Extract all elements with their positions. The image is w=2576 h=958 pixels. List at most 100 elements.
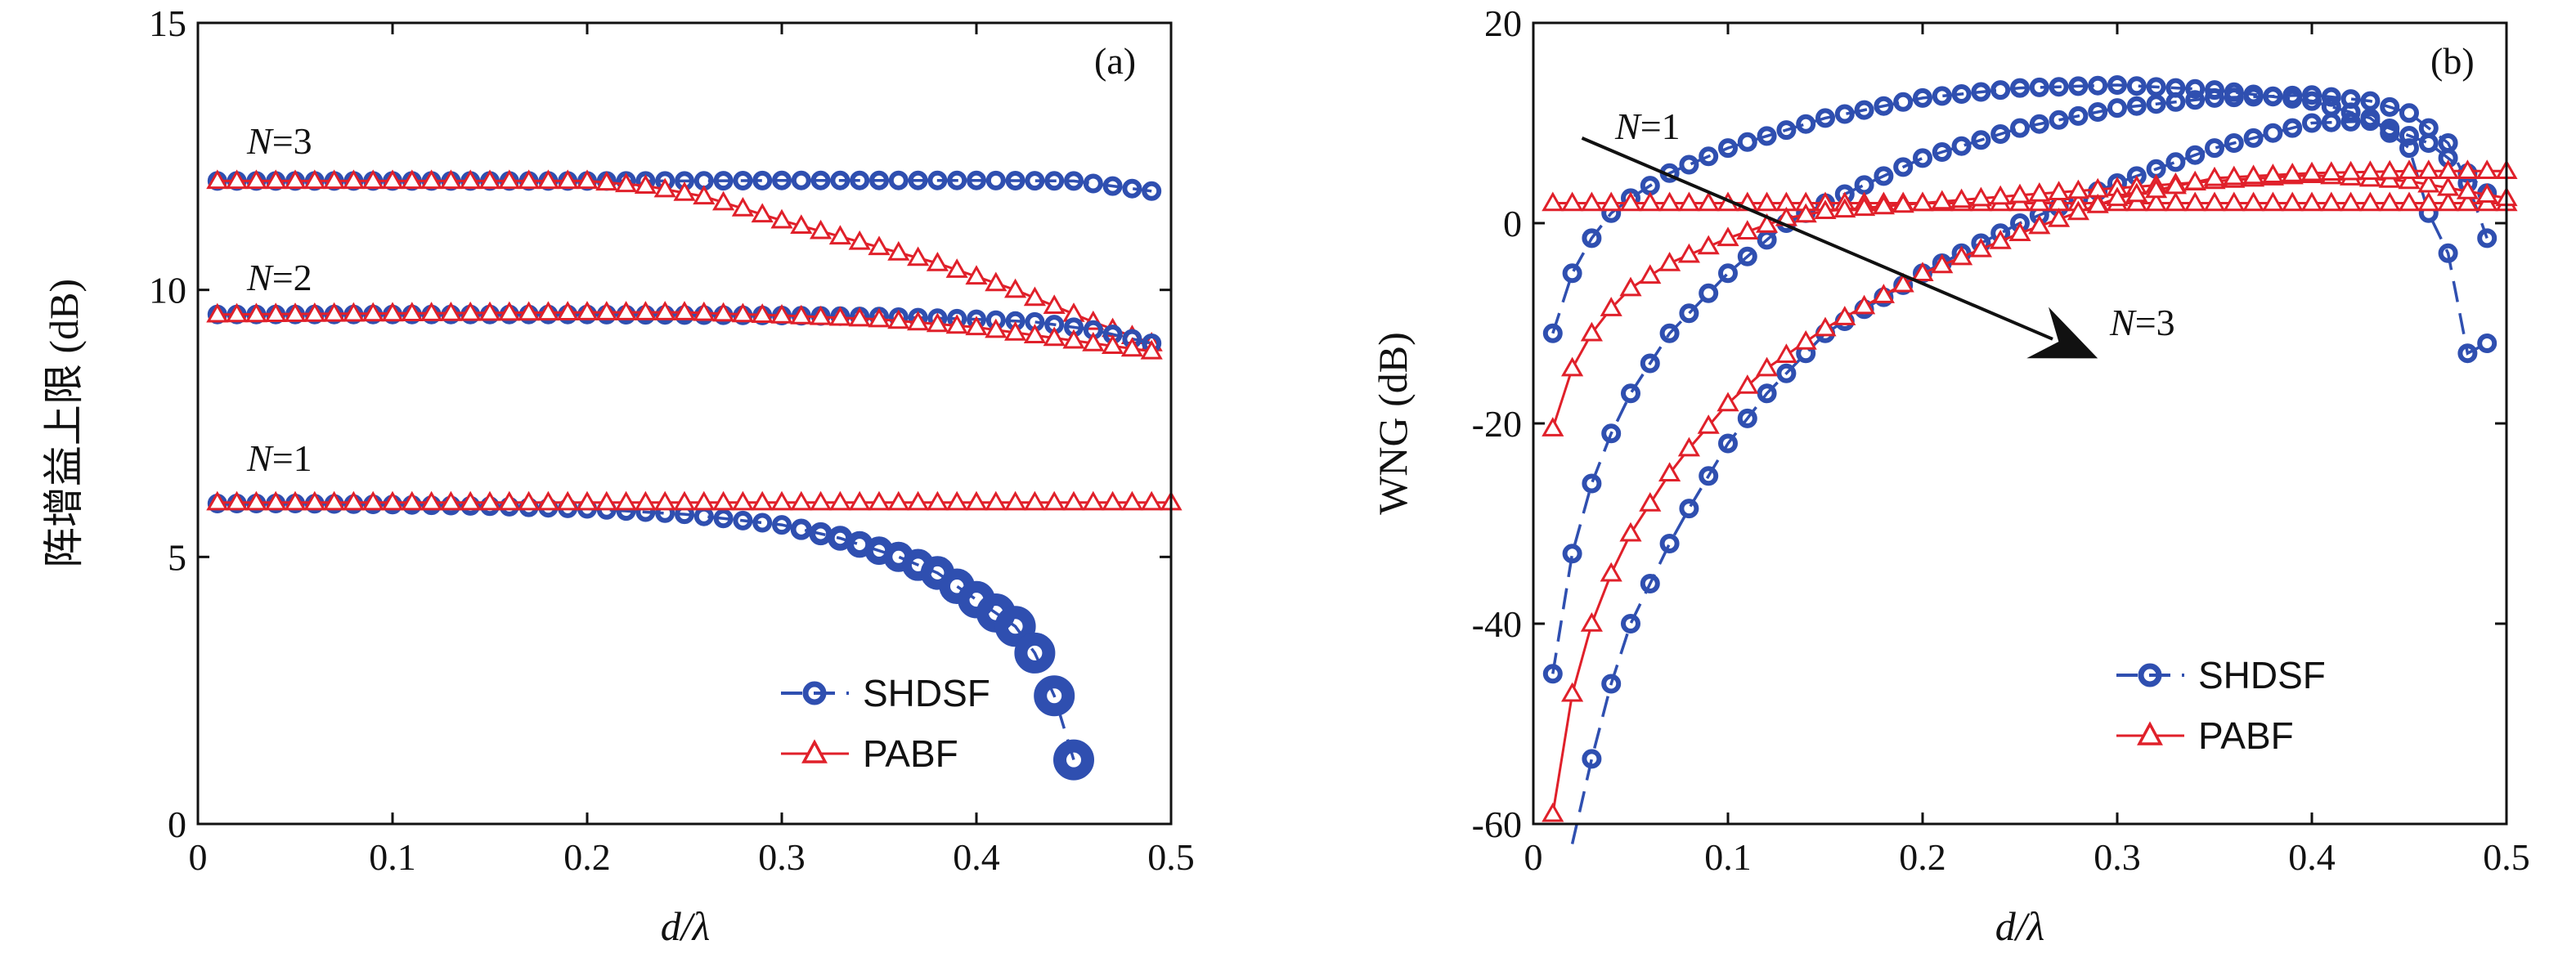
data-point-pabf [985,271,1008,292]
data-point-pabf [1120,490,1143,511]
x-tick-label: 0.1 [1704,836,1752,878]
data-point-pabf [673,490,696,511]
data-point-shdsf [1834,104,1855,124]
data-point-pabf [693,301,716,321]
data-point-pabf [2378,191,2401,212]
data-point-pabf [1580,321,1603,342]
data-point-pabf [848,307,871,327]
y-tick-label: 0 [1503,203,1522,244]
data-point-pabf [498,490,521,511]
data-point-pabf [2358,191,2381,212]
data-point-shdsf [2205,138,2224,159]
data-point-pabf [731,490,754,511]
data-point-pabf [1043,490,1066,511]
data-point-pabf [556,301,579,320]
data-point-pabf [1814,316,1837,337]
data-point-pabf [1619,276,1642,297]
data-point-pabf [2475,183,2498,203]
data-point-pabf [1756,213,1779,233]
x-tick-label: 0.5 [1147,836,1195,878]
data-point-shdsf [1854,175,1874,195]
data-point-pabf [226,169,249,190]
data-point-shdsf [1913,148,1932,168]
data-point-pabf [2456,191,2479,212]
data-point-pabf [439,169,462,190]
data-point-pabf [1736,374,1759,394]
data-point-shdsf [1122,178,1142,199]
data-point-shdsf [1044,171,1065,191]
data-point-pabf [1140,339,1163,360]
series-line-shdsf-N1 [217,502,1075,761]
data-point-shdsf [1990,80,2011,101]
data-point-pabf [1677,191,1700,212]
data-point-shdsf [1621,614,1640,633]
data-point-pabf [868,490,891,511]
data-point-pabf [1561,682,1584,702]
x-tick-label: 0.3 [758,836,806,878]
data-point-pabf [848,230,871,250]
data-point-pabf [2223,165,2246,186]
data-point-pabf [595,301,618,320]
data-point-shdsf [1542,323,1563,343]
data-point-shdsf [1659,323,1680,343]
data-point-shdsf [1737,246,1757,266]
data-point-pabf [1580,611,1603,632]
panel-b-label: (b) [2430,40,2475,82]
legend-shdsf-marker [802,681,827,705]
panel-b-annotation-n3: N=3 [2109,302,2175,343]
data-point-shdsf [2185,90,2206,110]
data-point-pabf [1062,329,1085,349]
data-point-pabf [459,490,482,511]
data-point-pabf [1023,324,1046,343]
data-point-pabf [2125,182,2148,203]
data-point-shdsf [2165,152,2186,172]
data-point-pabf [264,490,287,511]
data-point-pabf [576,490,599,511]
data-point-pabf [2067,200,2089,221]
data-point-pabf [226,302,249,323]
data-point-shdsf [967,170,986,190]
data-point-pabf [810,490,832,511]
data-point-pabf [478,490,501,511]
data-point-shdsf [2302,85,2322,105]
data-point-pabf [1062,490,1085,511]
data-point-pabf [518,301,541,321]
legend-pabf-marker [801,739,828,763]
data-point-shdsf [1582,228,1602,248]
data-point-pabf [828,225,851,245]
data-point-pabf [439,301,462,321]
data-point-pabf [1931,190,1954,210]
panel-b-arrow [1581,137,2098,359]
data-point-pabf [556,490,579,511]
data-point-pabf [2183,191,2206,212]
data-point-shdsf [947,170,967,190]
data-point-pabf [2203,166,2226,186]
data-point-pabf [2300,161,2323,181]
data-point-shdsf [1776,120,1797,141]
data-point-pabf [478,301,501,321]
data-point-pabf [381,490,404,511]
y-tick-label: 20 [1484,2,1522,44]
panel-a-annotation-n1: N=1 [246,437,312,479]
data-point-pabf [615,172,638,193]
data-point-pabf [810,305,832,325]
data-point-shdsf [1621,383,1640,404]
data-point-shdsf [1776,363,1797,383]
data-point-pabf [1697,191,1720,212]
data-point-pabf [712,490,735,511]
data-point-shdsf [1083,173,1103,194]
data-point-pabf [2145,191,2168,212]
data-point-pabf [2475,159,2498,179]
data-point-pabf [751,203,774,223]
data-point-pabf [284,169,307,190]
data-point-pabf [1542,417,1564,436]
data-point-pabf [1736,220,1759,239]
panel-a-annotation-n3: N=3 [246,120,312,162]
data-point-shdsf [2418,133,2439,153]
data-point-shdsf [2243,128,2264,148]
data-point-shdsf [1757,383,1777,404]
data-point-pabf [361,490,384,511]
data-point-shdsf [752,513,773,533]
data-point-pabf [381,169,404,190]
data-point-pabf [1814,199,1837,219]
